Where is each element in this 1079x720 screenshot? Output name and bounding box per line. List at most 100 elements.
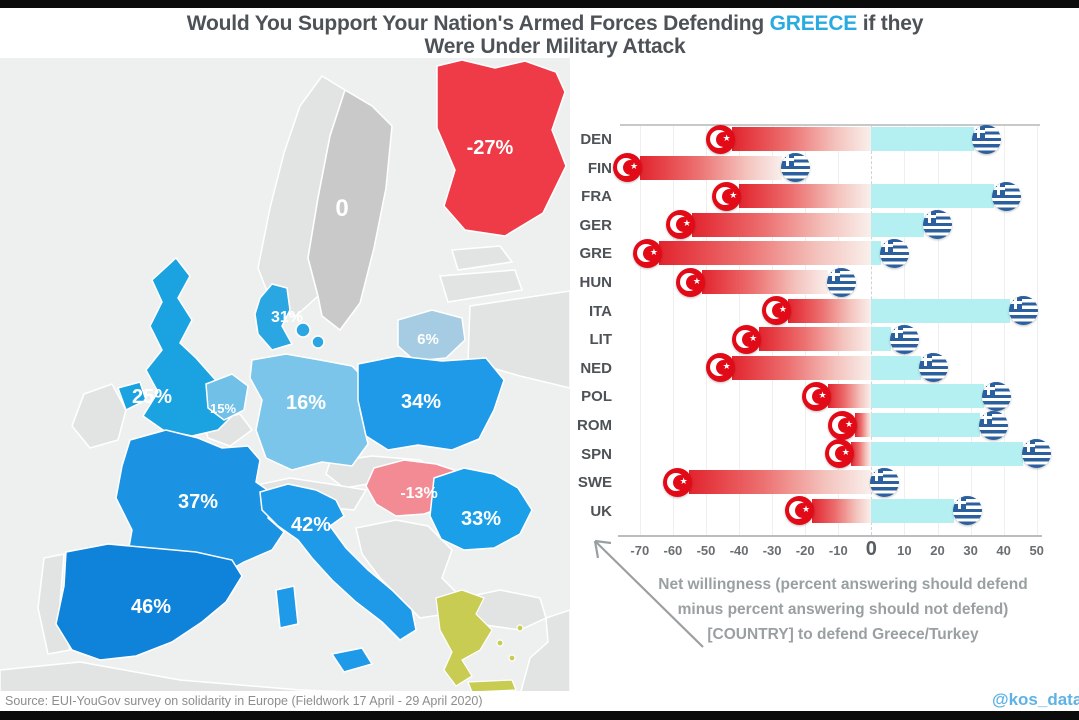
map-country-romania — [429, 467, 533, 551]
turkey-bar — [639, 155, 782, 180]
x-tick-label: 0 — [865, 538, 877, 560]
x-tick-label: -70 — [630, 543, 650, 558]
turkey-flag-star: ★ — [778, 304, 787, 315]
country-label: GER — [579, 216, 612, 234]
turkey-bar — [689, 470, 872, 495]
turkey-flag-star: ★ — [818, 389, 827, 400]
country-label: SWE — [577, 474, 612, 492]
turkey-flag-star: ★ — [729, 189, 738, 200]
map-country-spain — [55, 543, 243, 661]
greece-flag-icon — [992, 181, 1022, 211]
map-label-sweden: 0 — [335, 195, 348, 222]
turkey-flag-star: ★ — [749, 332, 758, 343]
map-label-poland: 34% — [401, 391, 441, 413]
map-label-finland: -27% — [467, 137, 514, 159]
turkey-flag-star: ★ — [682, 218, 691, 229]
country-label: POL — [581, 388, 612, 406]
turkey-flag-star: ★ — [649, 246, 658, 257]
europe-choropleth-map: -27% 0 31% 6% 25% 15% 16% 34% 37% 42% -1… — [0, 58, 570, 695]
turkey-flag-star: ★ — [845, 418, 854, 429]
map-label-france: 37% — [178, 491, 218, 513]
map-country-lithuania — [397, 309, 466, 362]
gridline — [706, 126, 707, 535]
greece-bar — [871, 327, 892, 352]
greece-flag-icon — [979, 410, 1008, 440]
greece-bar — [871, 413, 981, 437]
turkey-flag-icon: ★ — [785, 496, 814, 526]
x-tick-label: -30 — [762, 543, 782, 558]
greece-bar — [871, 241, 882, 266]
turkey-bar — [732, 355, 872, 380]
greece-flag-icon — [826, 267, 856, 297]
credit-handle: @kos_data — [992, 690, 1079, 709]
title-post: if they — [857, 12, 924, 35]
map-label-germany: 16% — [286, 392, 326, 414]
x-tick-label: 50 — [1029, 543, 1044, 558]
country-label: HUN — [579, 274, 613, 291]
gridline — [970, 126, 972, 535]
gridline — [672, 126, 674, 535]
country-label: SPN — [581, 445, 612, 463]
greece-bar — [871, 441, 1024, 466]
turkey-flag-icon: ★ — [824, 439, 854, 469]
greece-flag-icon — [952, 496, 982, 526]
country-label: UK — [590, 502, 612, 520]
turkey-bar — [732, 127, 872, 151]
greece-flag-icon — [922, 210, 952, 240]
country-label: GRE — [579, 245, 612, 263]
map-label-romania: 33% — [461, 508, 501, 530]
map-country-germany — [249, 353, 369, 471]
turkey-flag-icon: ★ — [712, 181, 742, 211]
page-title: Would You Support Your Nation's Armed Fo… — [130, 12, 980, 58]
map-country-italy — [259, 483, 417, 673]
map-label-hungary: -13% — [400, 485, 437, 502]
map-country-ireland — [71, 383, 127, 449]
x-tick-label: 10 — [897, 543, 912, 558]
greece-bar — [871, 127, 974, 151]
greece-flag-icon — [972, 124, 1002, 154]
turkey-flag-icon: ★ — [632, 238, 662, 268]
greece-flag-icon — [919, 353, 949, 383]
annotation-arrow — [593, 539, 704, 648]
greece-bar — [871, 298, 1011, 323]
turkey-bar — [854, 413, 872, 437]
annotation-line2: minus percent answering should not defen… — [677, 601, 1009, 619]
turkey-bar — [788, 298, 872, 323]
credit-badge: @kos_data — [990, 688, 1079, 712]
map-label-denmark: 31% — [271, 309, 303, 326]
x-tick-label: 40 — [996, 543, 1011, 558]
x-tick-label: -20 — [795, 543, 815, 558]
greece-bar — [871, 355, 921, 380]
country-label: NED — [580, 359, 612, 377]
gridline — [1036, 126, 1038, 535]
country-label: FRA — [581, 188, 612, 206]
turkey-flag-star: ★ — [841, 447, 850, 458]
map-label-uk: 25% — [132, 386, 172, 408]
turkey-bar — [692, 212, 872, 237]
x-tick-label: 20 — [930, 543, 945, 558]
greece-flag-icon — [889, 324, 919, 354]
turkey-bar — [738, 184, 872, 209]
turkey-bar — [828, 384, 872, 409]
title-highlight-greece: GREECE — [769, 12, 858, 35]
turkey-flag-star: ★ — [630, 161, 639, 172]
greece-flag-icon — [869, 467, 899, 497]
greece-flag-icon — [879, 238, 909, 268]
x-tick-label: -40 — [729, 543, 749, 558]
turkey-flag-icon: ★ — [675, 267, 705, 297]
turkey-flag-icon: ★ — [828, 410, 857, 440]
greece-bar — [871, 212, 925, 237]
map-country-denmark — [254, 283, 325, 351]
map-country-greece — [435, 589, 524, 693]
turkey-bar — [702, 270, 829, 294]
country-label: ITA — [588, 302, 612, 320]
country-label: FIN — [587, 159, 612, 177]
map-country-poland — [357, 355, 505, 451]
turkey-flag-icon: ★ — [613, 153, 642, 183]
turkey-flag-icon: ★ — [705, 124, 735, 154]
source-note: Source: EUI-YouGov survey on solidarity … — [0, 691, 625, 714]
greece-bar — [871, 184, 994, 209]
map-country-finland — [436, 59, 567, 237]
title-pre: Would You Support Your Nation's Armed Fo… — [186, 12, 770, 35]
x-axis-line — [618, 535, 1042, 537]
